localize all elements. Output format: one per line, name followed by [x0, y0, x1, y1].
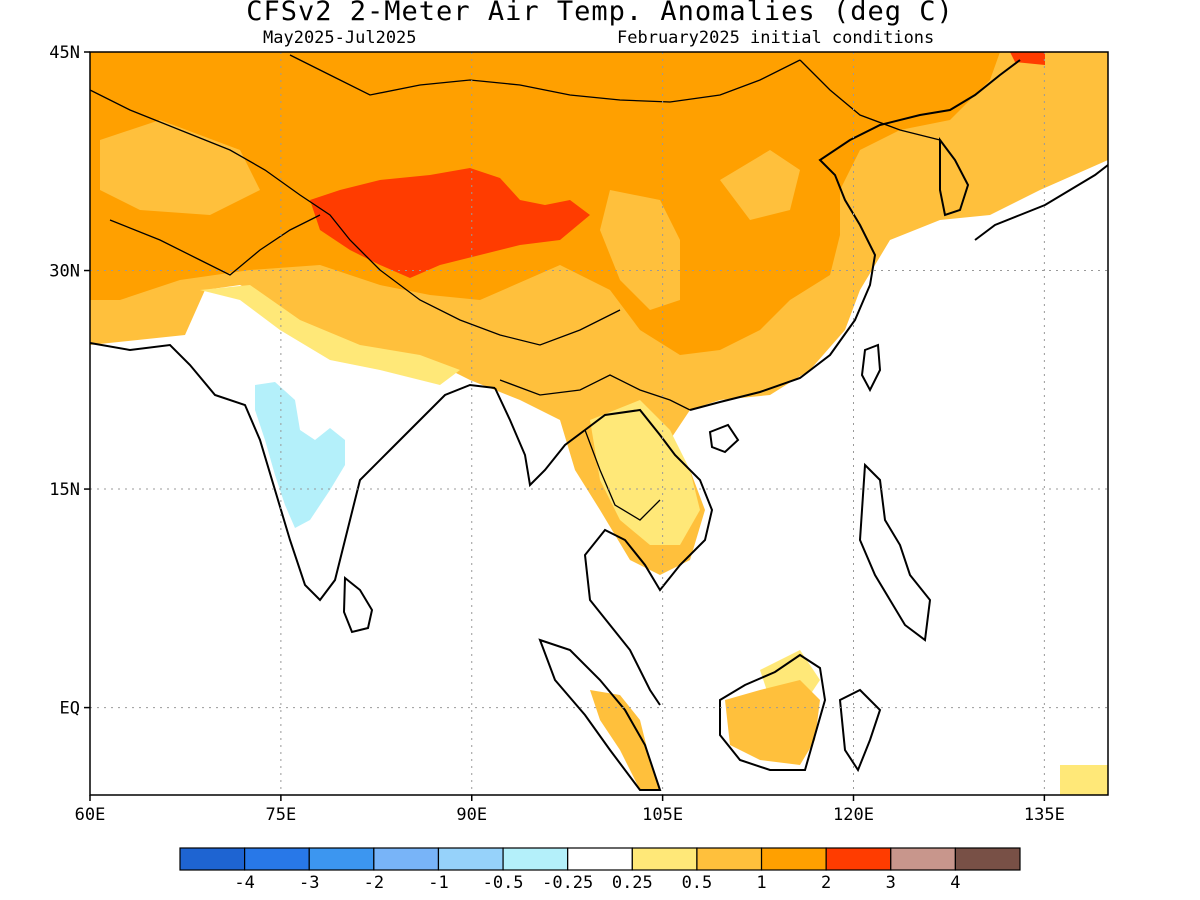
colorbar-swatch: [502, 847, 569, 871]
anomaly-region-0.5-1-east: [720, 150, 800, 220]
lon-tick-label: 120E: [833, 805, 874, 825]
colorbar-swatch: [437, 847, 504, 871]
colorbar-label: -1: [428, 873, 448, 893]
coastline-hainan: [708, 423, 740, 454]
colorbar-label: -3: [299, 873, 319, 893]
political-borders: [90, 54, 941, 521]
lat-tick-label: 45N: [49, 43, 80, 63]
colorbar-label: -4: [234, 873, 254, 893]
anomaly-shading: [90, 52, 1108, 795]
initial-conditions: February2025 initial conditions: [617, 28, 935, 48]
lon-tick-label: 75E: [266, 805, 297, 825]
anomaly-region-1-2: [90, 52, 1000, 355]
lon-tick-label: 90E: [456, 805, 487, 825]
colorbar-swatch: [825, 847, 892, 871]
lon-tick-label: 105E: [642, 805, 683, 825]
anomaly-region-0.5-1-borneo: [725, 680, 820, 765]
colorbar-label: -2: [364, 873, 384, 893]
colorbar-label: 2: [821, 873, 831, 893]
coastline-taiwan: [860, 343, 882, 393]
border-mongolia-east: [799, 59, 941, 141]
anomaly-region-neg0.25-neg0.5: [255, 382, 345, 528]
border-indochina-north: [499, 374, 691, 411]
lat-tick-label: 30N: [49, 262, 80, 282]
colorbar-swatch: [567, 847, 633, 871]
grid-lines: [90, 52, 1108, 795]
lon-tick-label: 135E: [1024, 805, 1065, 825]
anomaly-region-0.5-1-sumatra: [590, 690, 660, 790]
anomaly-region-0.25-0.5-india: [200, 285, 460, 385]
border-pakistan: [109, 214, 321, 276]
colorbar-label: 4: [950, 873, 960, 893]
lon-tick-label: 60E: [75, 805, 106, 825]
axis-layer: 45N 30N 15N EQ 60E 75E 90E 105E 120E 135E: [49, 43, 1065, 825]
colorbar-swatch: [631, 847, 698, 871]
lat-tick-label: 15N: [49, 480, 80, 500]
anomaly-region-2-3: [310, 168, 590, 278]
colorbar-label: 1: [756, 873, 766, 893]
colorbar-label: 3: [886, 873, 896, 893]
border-thailand: [584, 429, 661, 521]
map-title: CFSv2 2-Meter Air Temp. Anomalies (deg C…: [246, 0, 954, 27]
coastline-philippines: [858, 462, 932, 642]
coastline-srilanka: [342, 575, 374, 634]
coastline-india: [90, 342, 496, 602]
colorbar-swatch: [308, 847, 375, 871]
anomaly-region-0.5-1-central: [600, 190, 680, 310]
coastline-sulawesi: [838, 688, 882, 773]
colorbar-swatch: [760, 847, 827, 871]
colorbar-swatch: [890, 847, 956, 871]
colorbar-label: -0.5: [483, 873, 524, 893]
coastline-china-east: [689, 59, 1021, 411]
coastline-japan: [974, 164, 1108, 241]
colorbar-swatch: [244, 847, 310, 871]
coastline-indochina: [494, 387, 714, 706]
colorbar-label: -0.25: [542, 873, 593, 893]
colorbar-swatch: [179, 847, 246, 871]
coastlines: [90, 59, 1108, 791]
colorbar-swatch: [954, 847, 1021, 871]
border-china-north: [289, 54, 801, 103]
lat-tick-label: EQ: [60, 699, 80, 719]
coastline-borneo: [719, 653, 827, 771]
anomaly-region-0.5-1-west: [100, 120, 260, 215]
forecast-period: May2025-Jul2025: [263, 28, 417, 48]
colorbar: -4 -3 -2 -1 -0.5 -0.25 0.25 0.5 1 2 3 4: [179, 847, 1021, 893]
coastline-korea: [939, 137, 970, 217]
colorbar-label: 0.25: [612, 873, 653, 893]
colorbar-swatch: [373, 847, 440, 871]
plot-frame: [89, 51, 1109, 796]
border-central-asia: [90, 89, 621, 346]
colorbar-label: 0.5: [682, 873, 713, 893]
coastline-sumatra: [538, 638, 662, 791]
anomaly-region-0.25-0.5-indochina: [590, 400, 700, 545]
colorbar-swatch: [696, 847, 763, 871]
anomaly-region-0.25-0.5-newguinea: [1060, 765, 1108, 795]
